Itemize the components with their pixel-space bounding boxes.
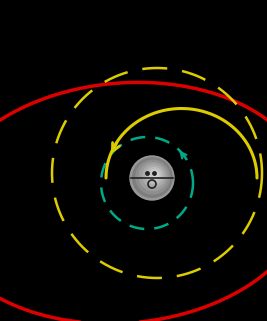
Circle shape: [153, 172, 157, 177]
Circle shape: [130, 156, 174, 200]
Circle shape: [132, 158, 172, 197]
Circle shape: [146, 168, 162, 184]
Circle shape: [143, 165, 165, 187]
Circle shape: [150, 170, 160, 180]
Circle shape: [136, 160, 170, 194]
Circle shape: [139, 163, 167, 191]
